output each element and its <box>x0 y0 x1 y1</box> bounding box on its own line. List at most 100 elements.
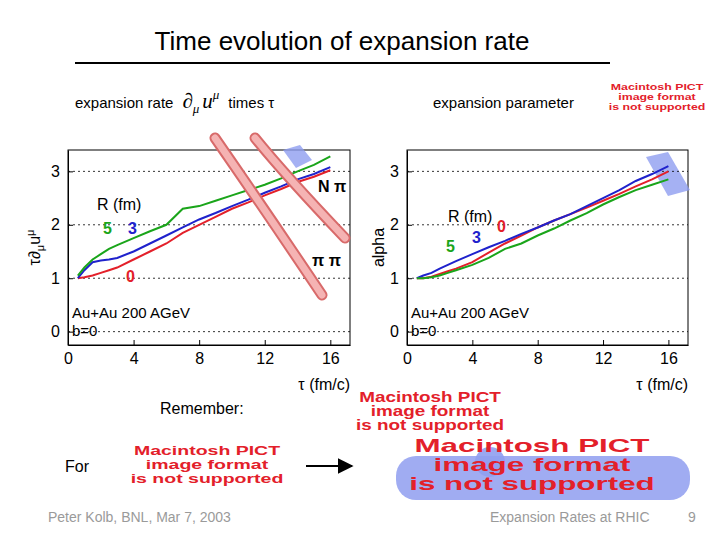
axis-tick: 8 <box>195 340 204 367</box>
y-axis: 0 1 2 3 <box>51 151 73 346</box>
x-axis: 0481216 <box>64 340 350 367</box>
tick-label: 3 <box>51 163 60 180</box>
tick-label: 1 <box>51 270 60 287</box>
grid-line <box>407 278 688 279</box>
series-line <box>417 166 669 278</box>
placeholder-text: is not supported <box>131 471 284 486</box>
remember-label: Remember: <box>160 400 244 417</box>
axis-line <box>408 345 689 346</box>
tick-mark <box>668 340 669 345</box>
y-axis-title: alpha <box>370 228 387 267</box>
chart-title-part: μ <box>192 101 200 116</box>
annotation: b=0 <box>72 322 97 339</box>
axis-tick: 3 <box>51 163 73 180</box>
image-placeholder: Macintosh PICTimage formatis not support… <box>131 443 284 486</box>
slide: Time evolution of expansion rate expansio… <box>0 0 720 540</box>
legend-title: R (fm) <box>448 208 492 225</box>
placeholder-text: Macintosh PICT <box>611 81 704 91</box>
legend-title: R (fm) <box>97 196 141 213</box>
page-number: 9 <box>688 509 696 525</box>
axis-tick: 16 <box>660 340 678 367</box>
x-axis: 0 4 8 12 16 <box>403 340 688 367</box>
placeholder-text: image format <box>434 454 631 475</box>
arrow <box>306 465 352 467</box>
annotation: π π <box>312 252 341 269</box>
tick-label: 16 <box>660 350 678 367</box>
y-axis-title-part: alpha <box>370 228 387 267</box>
image-placeholder: Macintosh PICTimage formatis not support… <box>609 81 706 111</box>
tick-mark <box>134 340 135 345</box>
tick-label: 2 <box>390 216 399 233</box>
tick-label: 0 <box>64 350 73 367</box>
axis-tick: 8 <box>534 340 543 367</box>
image-placeholder: Macintosh PICTimage formatis not support… <box>409 435 654 494</box>
slide-canvas: Time evolution of expansion rate expansio… <box>0 0 720 540</box>
footer-author: Peter Kolb, BNL, Mar 7, 2003 <box>48 509 231 525</box>
axis-line <box>69 345 351 346</box>
plot-lines <box>417 166 669 278</box>
tick-label: 4 <box>468 350 477 367</box>
axis-tick: 1 <box>51 270 73 287</box>
axis-tick: 16 <box>322 340 340 367</box>
axis-tick: 12 <box>595 340 613 367</box>
x-axis-title: τ (fm/c) <box>298 376 350 393</box>
axis-line <box>407 151 408 346</box>
series-line <box>417 179 669 278</box>
chart-panel: expansion parameter04812160123τ (fm/c)al… <box>370 94 690 393</box>
tick-label: 0 <box>390 323 399 340</box>
tick-label: 1 <box>390 270 399 287</box>
tick-mark <box>68 225 73 226</box>
grid-line <box>68 171 350 172</box>
tick-mark <box>407 225 412 226</box>
tick-mark <box>68 278 73 279</box>
legend-entry: 3 <box>128 220 137 237</box>
chart-title-part: ∂ <box>182 89 192 113</box>
x-axis-title: τ (fm/c) <box>636 376 688 393</box>
tick-mark <box>472 340 473 345</box>
tick-mark <box>407 171 412 172</box>
tick-mark <box>265 340 266 345</box>
tick-label: 3 <box>390 163 399 180</box>
axis-tick: 4 <box>468 340 477 367</box>
annotation: b=0 <box>411 322 436 339</box>
tick-mark <box>330 340 331 345</box>
y-axis: 0 1 2 3 <box>390 151 412 346</box>
tick-label: 0 <box>51 323 60 340</box>
highlight-band-edge <box>215 138 322 295</box>
legend-entry: 0 <box>497 218 506 235</box>
placeholder-text: is not supported <box>609 101 706 111</box>
chart-panel: expansion rate∂μuμtimes τ04812160123τ (f… <box>24 87 351 393</box>
legend-entry: 3 <box>472 229 481 246</box>
annotation: Au+Au 200 AGeV <box>411 304 529 321</box>
highlight-band <box>215 138 322 295</box>
chart-title-part: μ <box>212 87 220 102</box>
tick-mark <box>199 340 200 345</box>
legend-entry: 0 <box>126 268 135 285</box>
y-axis-title-part: μ <box>24 230 36 236</box>
placeholder-text: is not supported <box>409 473 654 494</box>
tick-label: 0 <box>403 350 412 367</box>
title-underline <box>75 62 610 64</box>
axis-tick: 2 <box>51 216 73 233</box>
axis-tick: 12 <box>256 340 274 367</box>
y-axis-title-part: u <box>26 236 43 245</box>
tick-label: 2 <box>51 216 60 233</box>
tick-label: 8 <box>195 350 204 367</box>
y-axis-title-part: τ∂ <box>26 251 43 265</box>
annotation: Au+Au 200 AGeV <box>72 304 190 321</box>
axis-tick: 0 <box>390 323 412 340</box>
slide-title: Time evolution of expansion rate <box>155 26 530 56</box>
legend-entry: 5 <box>446 238 455 255</box>
for-label: For <box>65 458 90 475</box>
placeholder-text: image format <box>146 457 269 472</box>
image-placeholder: Macintosh PICTimage formatis not support… <box>356 389 504 433</box>
tick-mark <box>407 278 412 279</box>
grid-line <box>68 331 350 332</box>
placeholder-text: Macintosh PICT <box>414 435 649 456</box>
chart-title: expansion rate∂μuμtimes τ <box>75 87 274 116</box>
tick-label: 12 <box>256 350 274 367</box>
y-axis-title: τ∂μuμ <box>24 230 46 266</box>
tick-mark <box>68 171 73 172</box>
legend-entry: 5 <box>103 220 112 237</box>
chart-title-part: u <box>202 89 213 113</box>
